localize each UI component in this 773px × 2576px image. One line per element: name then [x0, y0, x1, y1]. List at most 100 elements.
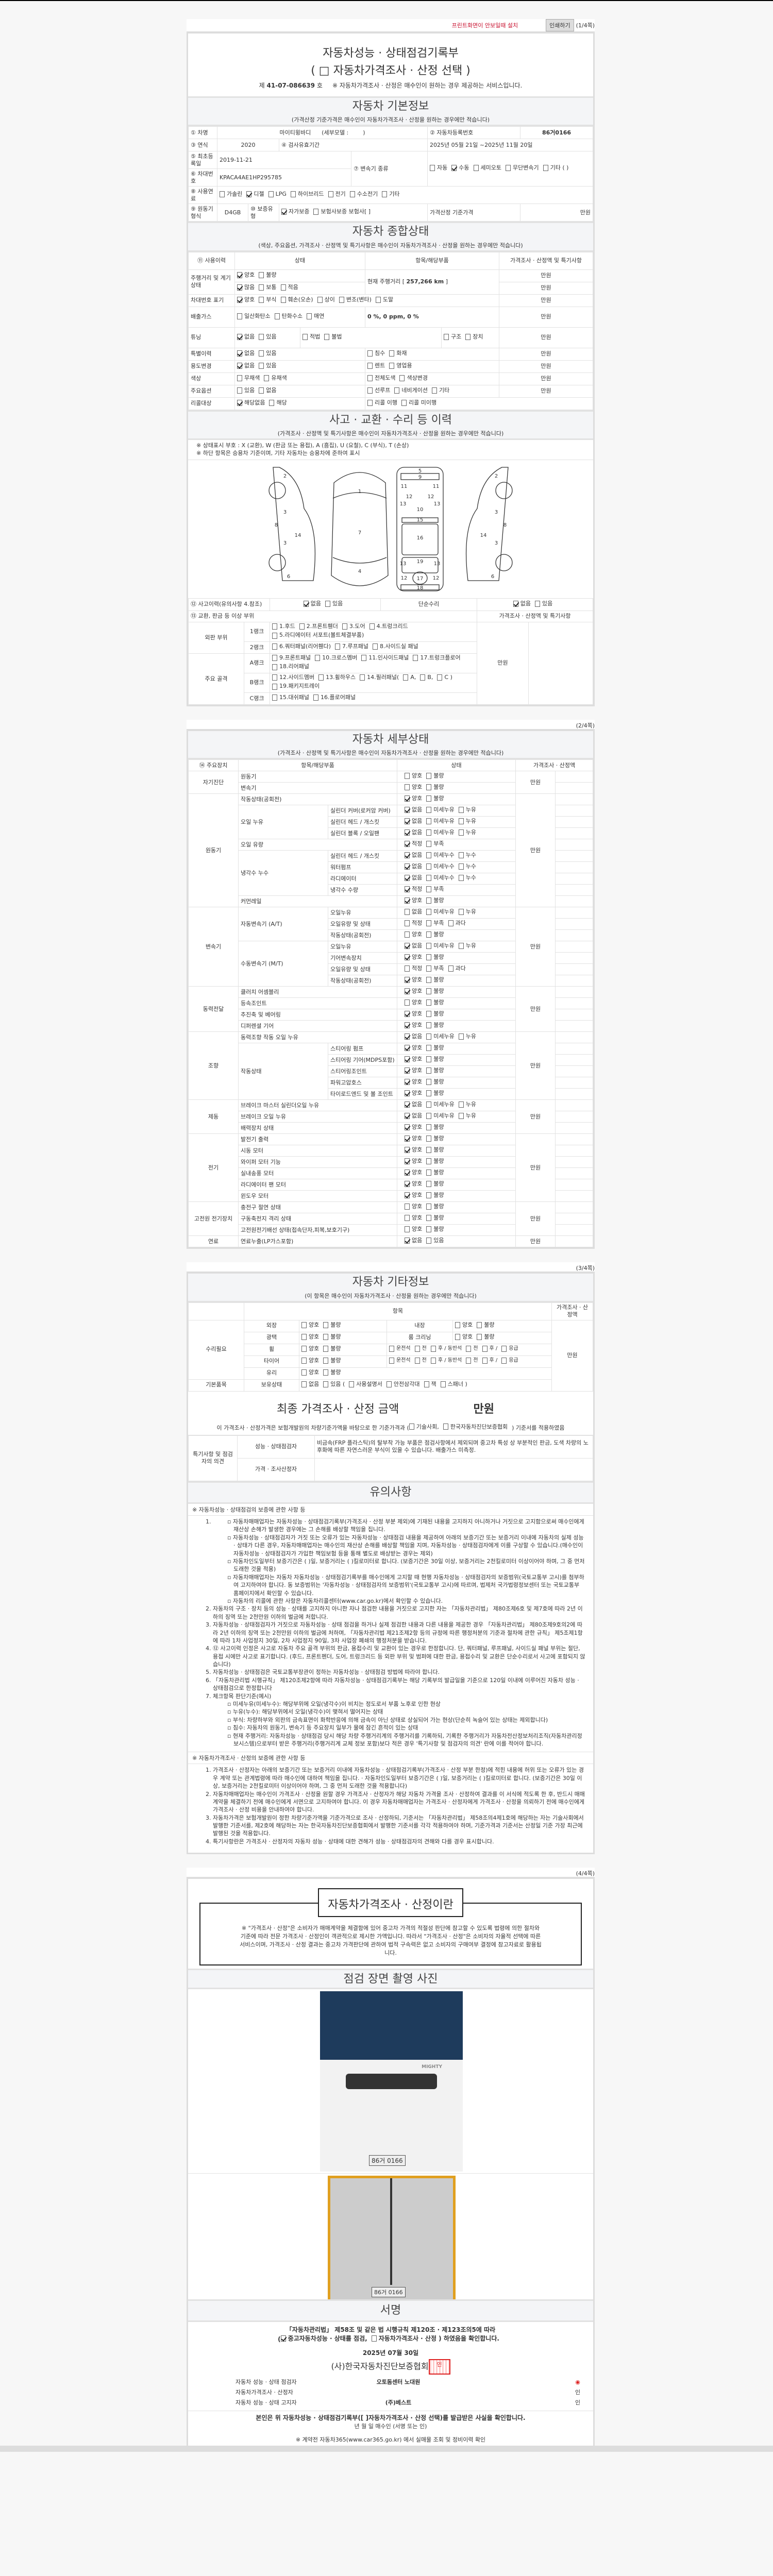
checkbox[interactable] — [342, 623, 347, 630]
checkbox[interactable] — [426, 841, 432, 848]
checkbox[interactable] — [426, 1238, 432, 1244]
checkbox[interactable] — [237, 387, 242, 394]
checkbox[interactable] — [405, 807, 410, 814]
checkbox[interactable] — [426, 943, 432, 950]
checkbox[interactable] — [405, 818, 410, 825]
checkbox[interactable] — [458, 909, 464, 916]
checkbox[interactable] — [543, 165, 548, 172]
checkbox[interactable] — [426, 954, 432, 961]
checkbox[interactable] — [458, 875, 464, 882]
checkbox[interactable] — [323, 1369, 329, 1376]
checkbox[interactable] — [405, 1215, 410, 1222]
checkbox[interactable] — [268, 191, 274, 198]
checkbox[interactable] — [426, 773, 432, 779]
checkbox[interactable] — [458, 807, 464, 814]
checkbox[interactable] — [269, 399, 275, 406]
checkbox[interactable] — [405, 988, 410, 995]
checkbox[interactable] — [369, 623, 375, 630]
checkbox[interactable] — [405, 886, 410, 893]
checkbox[interactable] — [405, 1090, 410, 1097]
checkbox[interactable] — [264, 375, 270, 381]
checkbox[interactable] — [405, 1226, 410, 1233]
checkbox[interactable] — [431, 387, 437, 394]
checkbox[interactable] — [259, 350, 264, 357]
checkbox[interactable] — [405, 977, 410, 984]
checkbox[interactable] — [448, 920, 453, 927]
checkbox[interactable] — [281, 209, 287, 215]
checkbox[interactable] — [272, 683, 277, 690]
checkbox[interactable] — [535, 600, 540, 607]
checkbox[interactable] — [259, 284, 264, 291]
checkbox[interactable] — [482, 1357, 488, 1364]
checkbox[interactable] — [367, 375, 373, 381]
checkbox[interactable] — [313, 694, 318, 701]
checkbox[interactable] — [318, 674, 324, 681]
checkbox[interactable] — [426, 1022, 432, 1029]
checkbox[interactable] — [426, 829, 432, 836]
checkbox[interactable] — [451, 165, 457, 172]
checkbox[interactable] — [405, 999, 410, 1006]
checkbox[interactable] — [317, 296, 323, 303]
checkbox[interactable] — [426, 1011, 432, 1018]
checkbox[interactable] — [360, 674, 365, 681]
checkbox[interactable] — [458, 1113, 464, 1120]
checkbox[interactable] — [313, 209, 319, 215]
checkbox[interactable] — [237, 362, 242, 369]
checkbox[interactable] — [403, 674, 409, 681]
checkbox[interactable] — [405, 931, 410, 938]
checkbox[interactable] — [455, 1334, 460, 1341]
checkbox[interactable] — [426, 1090, 432, 1097]
checkbox[interactable] — [237, 272, 242, 278]
checkbox[interactable] — [513, 600, 518, 607]
checkbox[interactable] — [323, 1334, 329, 1341]
checkbox[interactable] — [426, 795, 432, 802]
checkbox[interactable] — [426, 1158, 432, 1165]
checkbox[interactable] — [405, 1067, 410, 1074]
checkbox[interactable] — [323, 1358, 329, 1364]
checkbox[interactable] — [382, 191, 388, 198]
checkbox[interactable] — [401, 399, 407, 406]
checkbox[interactable] — [426, 1181, 432, 1188]
checkbox[interactable] — [237, 313, 242, 319]
checkbox[interactable] — [272, 674, 277, 681]
checkbox[interactable] — [414, 1345, 420, 1352]
checkbox[interactable] — [430, 165, 435, 172]
checkbox[interactable] — [443, 1423, 448, 1430]
checkbox[interactable] — [259, 333, 264, 340]
checkbox[interactable] — [458, 863, 464, 870]
checkbox[interactable] — [301, 1358, 307, 1364]
checkbox[interactable] — [389, 350, 395, 357]
checkbox[interactable] — [405, 1181, 410, 1188]
checkbox[interactable] — [426, 1067, 432, 1074]
checkbox[interactable] — [426, 875, 432, 882]
checkbox[interactable] — [409, 1423, 414, 1430]
print-button[interactable]: 인쇄하기 — [546, 19, 574, 31]
checkbox[interactable] — [405, 795, 410, 802]
checkbox[interactable] — [405, 943, 410, 950]
checkbox[interactable] — [458, 1033, 464, 1040]
checkbox[interactable] — [307, 313, 312, 319]
checkbox[interactable] — [405, 784, 410, 791]
checkbox[interactable] — [301, 1381, 307, 1388]
checkbox[interactable] — [272, 664, 277, 670]
checkbox[interactable] — [375, 296, 381, 303]
checkbox[interactable] — [426, 965, 432, 972]
checkbox[interactable] — [259, 296, 264, 303]
checkbox[interactable] — [280, 2335, 286, 2342]
checkbox[interactable] — [405, 920, 410, 927]
checkbox[interactable] — [325, 600, 330, 607]
checkbox[interactable] — [405, 852, 410, 859]
checkbox[interactable] — [367, 399, 373, 406]
checkbox[interactable] — [220, 191, 225, 198]
checkbox[interactable] — [237, 296, 242, 303]
checkbox[interactable] — [405, 1022, 410, 1029]
checkbox[interactable] — [466, 1345, 472, 1352]
checkbox[interactable] — [299, 623, 305, 630]
checkbox[interactable] — [405, 1056, 410, 1063]
checkbox[interactable] — [501, 1345, 507, 1352]
checkbox[interactable] — [361, 655, 367, 662]
checkbox[interactable] — [405, 1101, 410, 1108]
checkbox[interactable] — [405, 1113, 410, 1120]
checkbox[interactable] — [389, 1345, 394, 1352]
checkbox[interactable] — [405, 954, 410, 961]
